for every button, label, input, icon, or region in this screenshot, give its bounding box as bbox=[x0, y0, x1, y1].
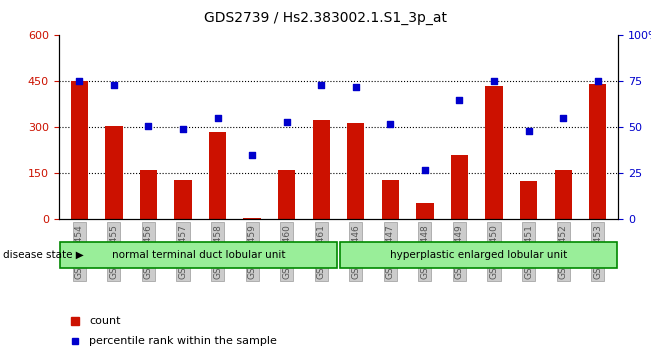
Point bbox=[592, 79, 603, 84]
Point bbox=[351, 84, 361, 90]
Point bbox=[109, 82, 119, 88]
Text: GDS2739 / Hs2.383002.1.S1_3p_at: GDS2739 / Hs2.383002.1.S1_3p_at bbox=[204, 11, 447, 25]
Text: normal terminal duct lobular unit: normal terminal duct lobular unit bbox=[112, 250, 285, 260]
Bar bbox=[209, 132, 226, 219]
Bar bbox=[71, 81, 88, 219]
Bar bbox=[381, 179, 399, 219]
Bar bbox=[486, 86, 503, 219]
Point bbox=[74, 79, 85, 84]
Point bbox=[385, 121, 396, 127]
Point bbox=[316, 82, 326, 88]
Bar bbox=[243, 218, 261, 219]
Bar bbox=[347, 123, 365, 219]
Bar bbox=[555, 170, 572, 219]
Text: hyperplastic enlarged lobular unit: hyperplastic enlarged lobular unit bbox=[390, 250, 567, 260]
Bar bbox=[312, 120, 330, 219]
Point bbox=[247, 152, 257, 158]
Point bbox=[178, 126, 188, 132]
Text: count: count bbox=[89, 316, 121, 326]
Bar bbox=[278, 170, 296, 219]
Bar bbox=[589, 85, 606, 219]
Bar bbox=[416, 202, 434, 219]
Point bbox=[143, 123, 154, 129]
FancyBboxPatch shape bbox=[61, 242, 337, 268]
FancyBboxPatch shape bbox=[340, 242, 616, 268]
Bar bbox=[105, 126, 122, 219]
Bar bbox=[520, 181, 537, 219]
Point bbox=[523, 128, 534, 134]
Bar bbox=[140, 170, 157, 219]
Text: disease state ▶: disease state ▶ bbox=[3, 250, 84, 260]
Point bbox=[558, 115, 568, 121]
Text: percentile rank within the sample: percentile rank within the sample bbox=[89, 336, 277, 346]
Point bbox=[420, 167, 430, 173]
Bar bbox=[451, 155, 468, 219]
Point bbox=[489, 79, 499, 84]
Bar bbox=[174, 179, 191, 219]
Point bbox=[212, 115, 223, 121]
Point bbox=[281, 119, 292, 125]
Point bbox=[454, 97, 465, 103]
